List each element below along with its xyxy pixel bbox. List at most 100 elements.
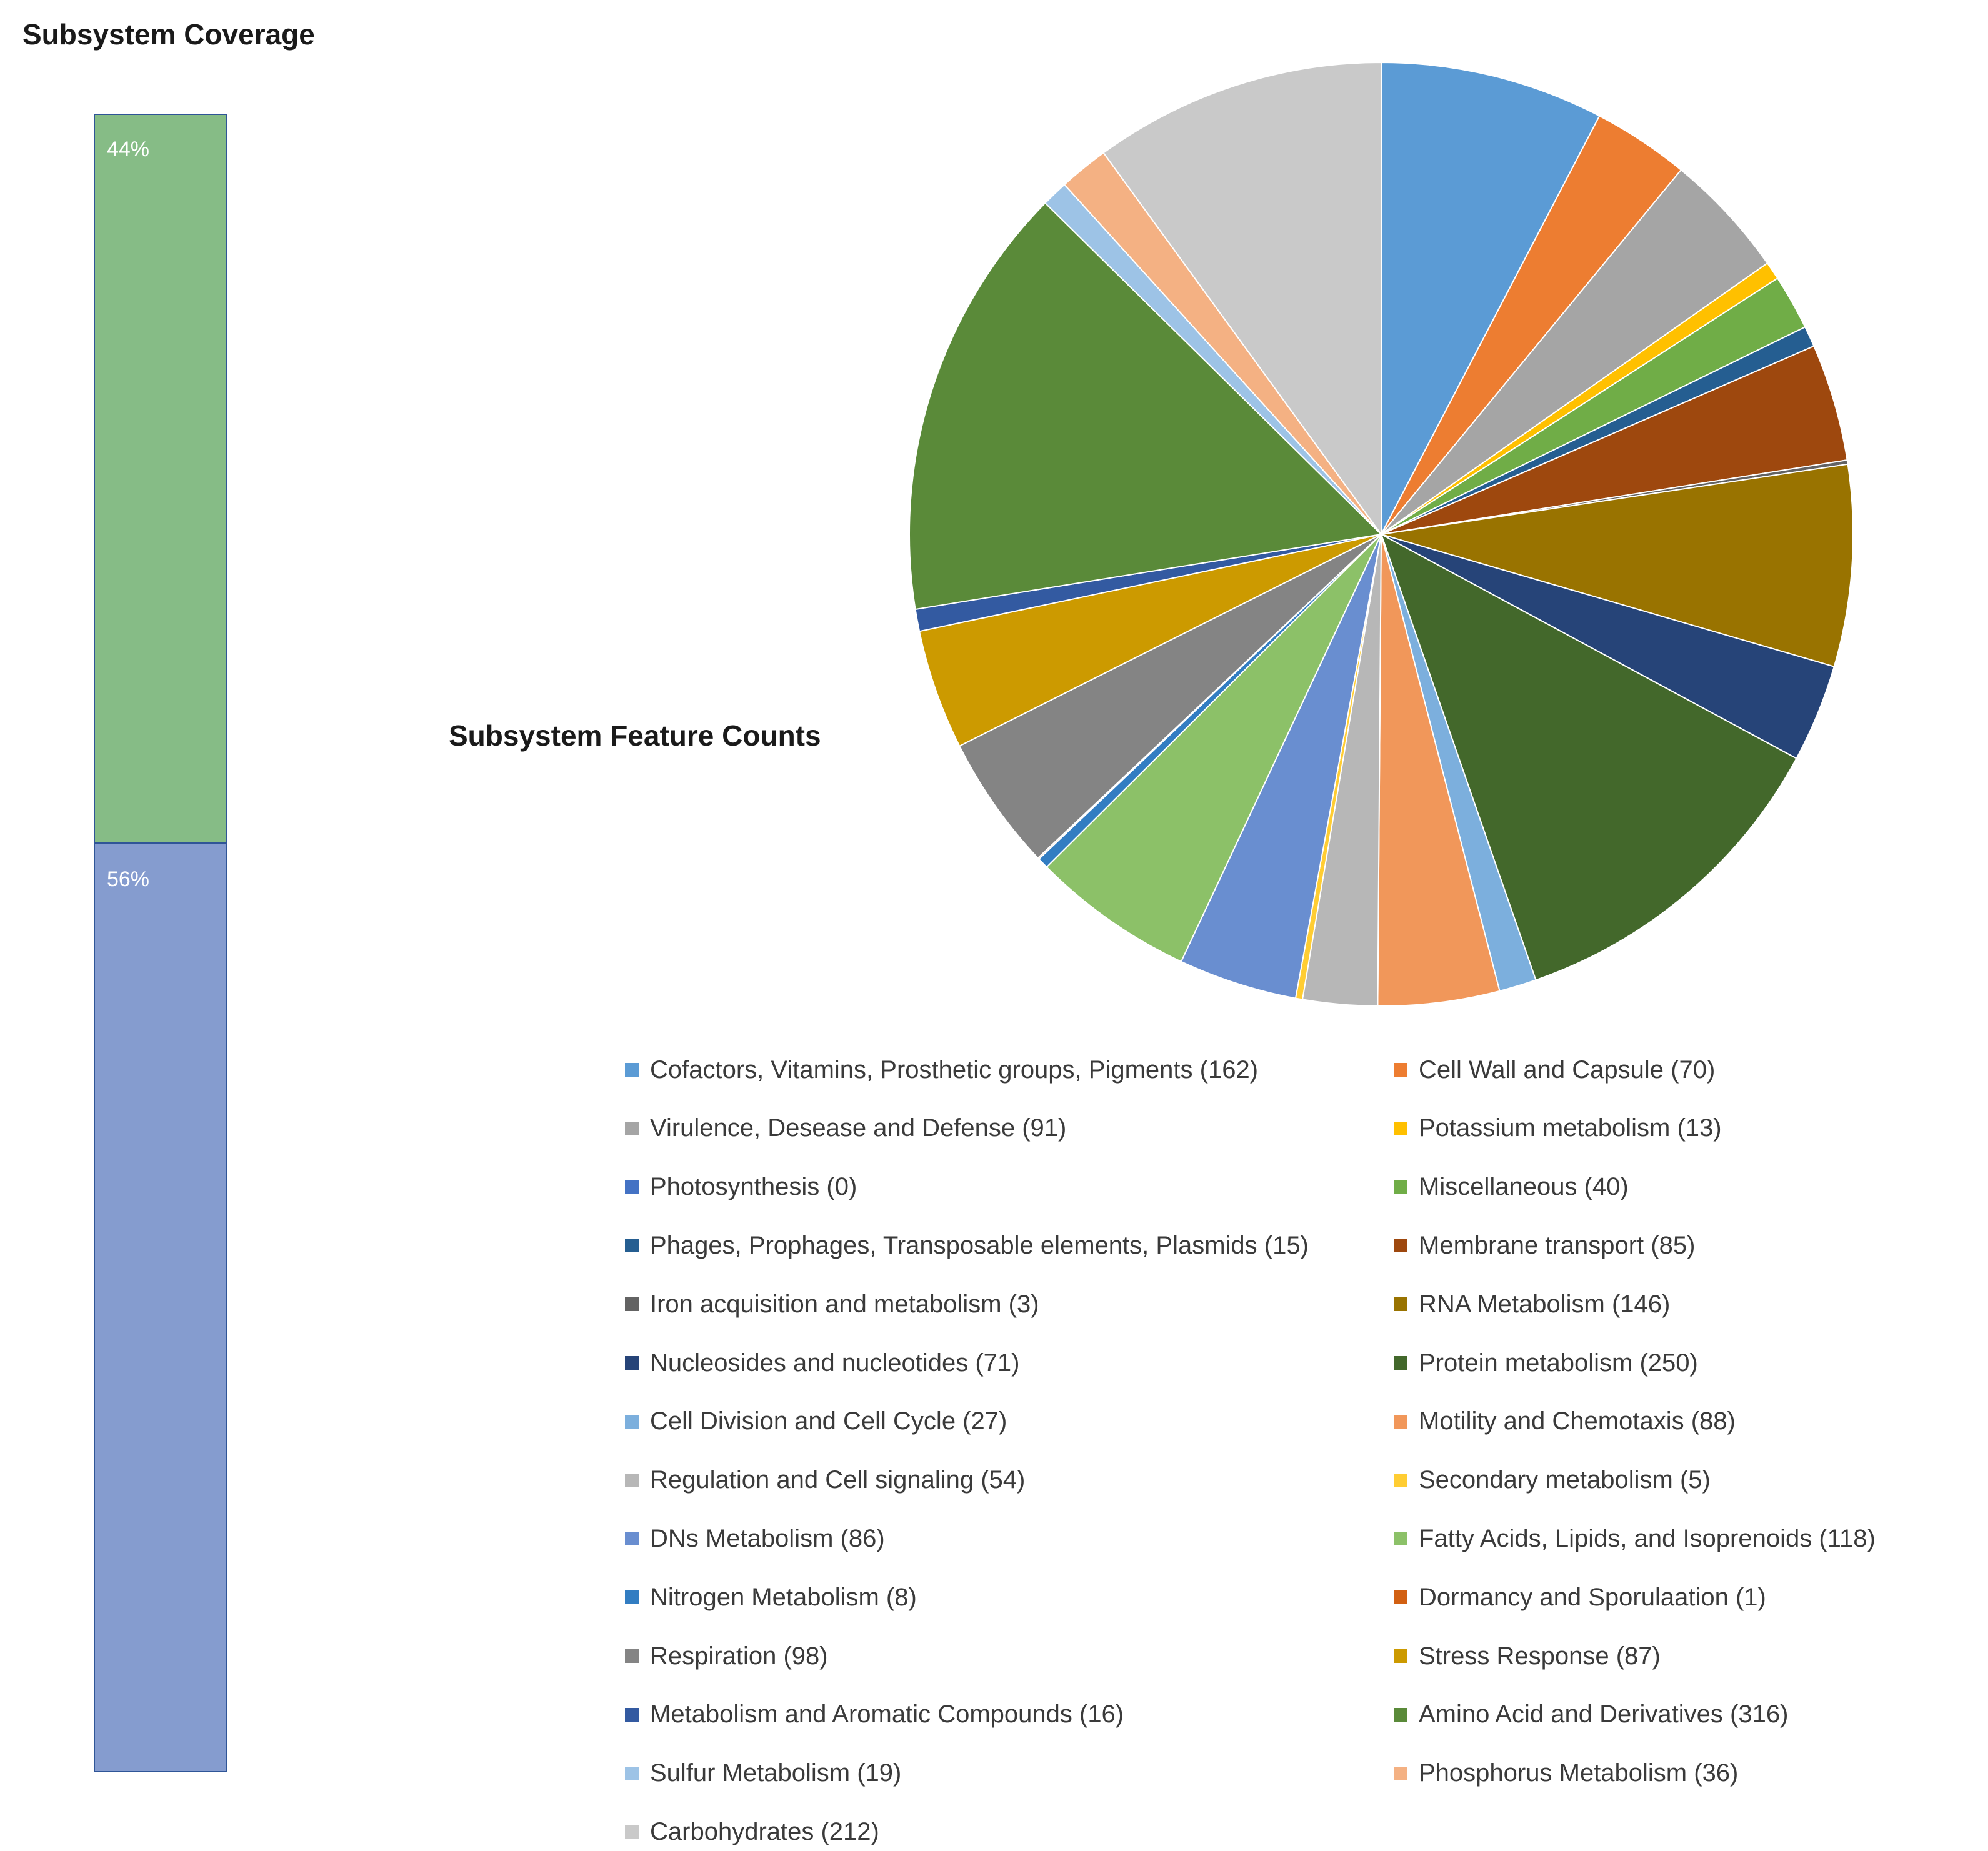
legend-swatch <box>625 1825 639 1839</box>
legend-label: Carbohydrates (212) <box>650 1817 879 1845</box>
legend-item: Secondary metabolism (5) <box>1394 1465 1711 1495</box>
legend-swatch <box>1394 1239 1407 1253</box>
legend-label: Miscellaneous (40) <box>1419 1173 1629 1201</box>
pie-slice <box>958 534 1382 859</box>
legend-swatch <box>625 1239 639 1253</box>
pie-slice <box>909 202 1383 611</box>
legend-label: Amino Acid and Derivatives (316) <box>1419 1700 1789 1729</box>
legend-item: Potassium metabolism (13) <box>1394 1114 1722 1144</box>
legend-swatch <box>1394 1180 1407 1194</box>
legend-label: Secondary metabolism (5) <box>1419 1466 1711 1494</box>
legend-item: DNs Metabolism (86) <box>625 1524 885 1554</box>
legend-label: Cell Wall and Capsule (70) <box>1419 1055 1716 1084</box>
legend-label: Iron acquisition and metabolism (3) <box>650 1290 1039 1318</box>
legend-label: Virulence, Desease and Defense (91) <box>650 1114 1067 1142</box>
legend-item: Motility and Chemotaxis (88) <box>1394 1407 1736 1437</box>
legend-item: Cell Wall and Capsule (70) <box>1394 1055 1715 1085</box>
legend-swatch <box>625 1063 639 1077</box>
pie-slice <box>1381 345 1848 535</box>
legend-swatch <box>625 1766 639 1780</box>
legend-swatch <box>1394 1297 1407 1312</box>
legend-swatch <box>1394 1707 1407 1722</box>
coverage-bar-segment <box>94 843 227 1772</box>
legend-item: Phages, Prophages, Transposable elements… <box>625 1230 1309 1260</box>
legend-swatch <box>625 1590 639 1605</box>
legend-swatch <box>1394 1356 1407 1370</box>
legend-item: Amino Acid and Derivatives (316) <box>1394 1700 1788 1730</box>
legend-label: Cofactors, Vitamins, Prosthetic groups, … <box>650 1055 1259 1084</box>
legend-item: Protein metabolism (250) <box>1394 1348 1698 1378</box>
legend-label: Nitrogen Metabolism (8) <box>650 1583 917 1611</box>
legend-item: Carbohydrates (212) <box>625 1817 879 1847</box>
coverage-bar-segment <box>94 114 227 844</box>
legend-item: Sulfur Metabolism (19) <box>625 1759 901 1789</box>
pie-chart-title: Subsystem Feature Counts <box>449 719 821 752</box>
legend-label: Membrane transport (85) <box>1419 1231 1696 1259</box>
legend-swatch <box>625 1707 639 1722</box>
legend-label: Phages, Prophages, Transposable elements… <box>650 1231 1309 1259</box>
legend-item: Nitrogen Metabolism (8) <box>625 1582 917 1612</box>
pie-slice <box>1102 61 1382 537</box>
legend-swatch <box>1394 1414 1407 1429</box>
legend-item: Dormancy and Sporulaation (1) <box>1394 1582 1766 1612</box>
legend-label: RNA Metabolism (146) <box>1419 1290 1671 1318</box>
pie-slice <box>1381 169 1769 535</box>
legend-label: Fatty Acids, Lipids, and Isoprenoids (11… <box>1419 1524 1876 1552</box>
legend-swatch <box>625 1414 639 1429</box>
legend-swatch <box>1394 1473 1407 1487</box>
legend-swatch <box>625 1649 639 1663</box>
legend-item: Iron acquisition and metabolism (3) <box>625 1289 1039 1319</box>
legend-label: Protein metabolism (250) <box>1419 1349 1698 1377</box>
legend-item: Regulation and Cell signaling (54) <box>625 1465 1025 1495</box>
legend-label: Dormancy and Sporulaation (1) <box>1419 1583 1766 1611</box>
legend-swatch <box>1394 1532 1407 1546</box>
pie-slice <box>1377 534 1501 1007</box>
legend-item: Virulence, Desease and Defense (91) <box>625 1114 1066 1144</box>
legend-item: Metabolism and Aromatic Compounds (16) <box>625 1700 1124 1730</box>
legend-label: Phosphorus Metabolism (36) <box>1419 1759 1739 1787</box>
legend-swatch <box>1394 1121 1407 1135</box>
legend-swatch <box>625 1121 639 1135</box>
legend-label: Motility and Chemotaxis (88) <box>1419 1407 1736 1435</box>
pie-slice <box>1046 534 1382 963</box>
pie-slice <box>1381 463 1854 667</box>
legend-label: Photosynthesis (0) <box>650 1173 857 1201</box>
legend-item: Cell Division and Cell Cycle (27) <box>625 1407 1007 1437</box>
legend-item: Miscellaneous (40) <box>1394 1172 1629 1202</box>
legend-item: Stress Response (87) <box>1394 1641 1661 1671</box>
legend-swatch <box>1394 1766 1407 1780</box>
legend-label: Sulfur Metabolism (19) <box>650 1759 902 1787</box>
pie-slice <box>1180 534 1382 999</box>
legend-swatch <box>625 1180 639 1194</box>
legend-item: Cofactors, Vitamins, Prosthetic groups, … <box>625 1055 1258 1085</box>
legend-item: Photosynthesis (0) <box>625 1172 857 1202</box>
pie-slice <box>918 534 1382 747</box>
coverage-chart-title: Subsystem Coverage <box>22 18 315 51</box>
legend-item: Membrane transport (85) <box>1394 1230 1695 1260</box>
pie-slice <box>1381 61 1601 535</box>
legend-swatch <box>1394 1063 1407 1077</box>
coverage-bar-label: 56% <box>106 867 150 891</box>
legend-label: Potassium metabolism (13) <box>1419 1114 1722 1142</box>
legend-item: RNA Metabolism (146) <box>1394 1289 1670 1319</box>
legend-label: Metabolism and Aromatic Compounds (16) <box>650 1700 1124 1729</box>
legend-label: Cell Division and Cell Cycle (27) <box>650 1407 1007 1435</box>
legend-swatch <box>1394 1590 1407 1605</box>
legend-swatch <box>625 1532 639 1546</box>
legend-swatch <box>625 1473 639 1487</box>
legend-label: DNs Metabolism (86) <box>650 1524 885 1552</box>
legend-item: Nucleosides and nucleotides (71) <box>625 1348 1019 1378</box>
legend-swatch <box>625 1356 639 1370</box>
legend-item: Phosphorus Metabolism (36) <box>1394 1759 1738 1789</box>
pie-slice <box>1380 532 1797 981</box>
legend-label: Regulation and Cell signaling (54) <box>650 1466 1026 1494</box>
legend-swatch <box>1394 1649 1407 1663</box>
legend-label: Stress Response (87) <box>1419 1642 1661 1670</box>
legend-label: Nucleosides and nucleotides (71) <box>650 1349 1020 1377</box>
legend-swatch <box>625 1297 639 1312</box>
legend-item: Respiration (98) <box>625 1641 828 1671</box>
legend-label: Respiration (98) <box>650 1642 828 1670</box>
coverage-bar-label: 44% <box>106 137 150 161</box>
